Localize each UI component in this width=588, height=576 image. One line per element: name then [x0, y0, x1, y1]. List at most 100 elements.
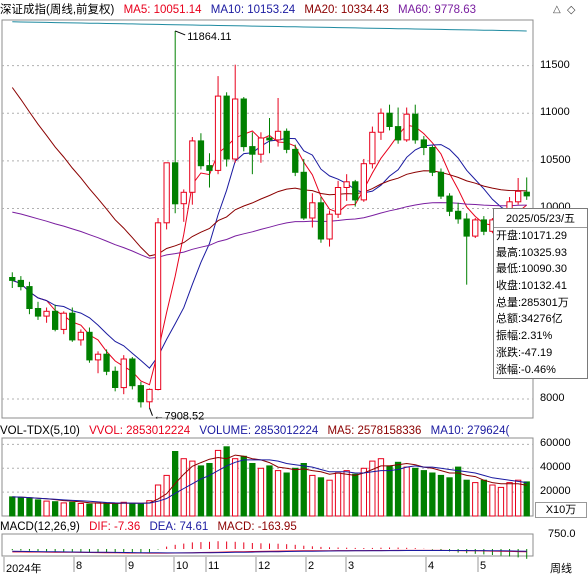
dea-readout: DEA: 74.61 — [149, 521, 209, 533]
volume-readout: VOLUME: 2853012224 — [199, 425, 319, 437]
volume-bar — [94, 502, 102, 517]
candle-body — [206, 165, 213, 171]
volume-bar — [429, 472, 436, 517]
candle-body — [9, 277, 16, 281]
candle-body — [77, 331, 84, 341]
candle-body — [274, 130, 282, 141]
candle-body — [420, 139, 428, 148]
info-row: 开盘:10171.29 — [496, 230, 567, 242]
ma60-line — [12, 202, 527, 259]
volume-bar — [317, 477, 325, 517]
info-row: 最低:10090.30 — [496, 263, 567, 276]
candle-body — [26, 286, 33, 310]
info-row: 振幅:2.31% — [496, 330, 553, 343]
volume-bar — [34, 499, 42, 517]
candle-body — [223, 95, 230, 160]
volume-bar — [360, 467, 368, 517]
candle-body — [154, 222, 162, 390]
info-row: 总量:285301万 — [496, 296, 569, 309]
candle-body — [163, 162, 170, 224]
high-label: 11864.11 — [187, 31, 231, 43]
volume-bar — [343, 470, 350, 517]
candle-body — [317, 202, 325, 240]
candle-body — [412, 113, 419, 141]
candle-body — [197, 140, 205, 167]
low-label: ←7908.52 — [153, 411, 204, 423]
volume-bar — [249, 463, 256, 517]
info-row: 收盘:10132.41 — [496, 280, 567, 293]
chart-title: 深证成指(周线,前复权) — [0, 4, 115, 16]
period-label[interactable]: 周线 — [550, 563, 572, 575]
volume-unit-label: X10万 — [535, 502, 587, 518]
x-tick-label: 10 — [176, 560, 189, 572]
high-pointer — [175, 30, 186, 36]
candle-body — [112, 370, 119, 388]
info-row: 涨幅:-0.46% — [496, 363, 556, 376]
volume-bar — [472, 482, 479, 517]
candle-body — [172, 162, 179, 205]
dif-readout: DIF: -7.36 — [89, 521, 141, 533]
volume-bar — [480, 479, 488, 517]
volume-bar — [129, 503, 136, 517]
candle-body — [326, 213, 333, 240]
volume-bar — [197, 465, 205, 517]
volume-ma10-readout: MA10: 279624( — [430, 425, 510, 437]
volume-bar — [137, 503, 144, 517]
candle-body — [17, 279, 25, 288]
volume-bar — [497, 486, 505, 517]
candle-body — [146, 388, 153, 403]
volume-bar — [103, 502, 110, 517]
candle-body — [463, 218, 470, 237]
volume-bar — [26, 497, 33, 517]
volume-bar — [86, 503, 93, 517]
volume-bar — [463, 479, 470, 517]
x-tick-label: 3 — [348, 560, 355, 572]
candle-body — [52, 310, 59, 330]
candle-body — [86, 331, 93, 361]
candle-body — [283, 130, 290, 150]
vvol-readout: VVOL: 2853012224 — [89, 425, 191, 437]
candle-body — [266, 137, 273, 141]
info-panel: 2025/05/23/五 开盘:10171.29 最高:10325.93 最低:10… — [493, 208, 588, 380]
volume-axis-label: 60000 — [540, 437, 571, 450]
candle-body — [214, 95, 222, 171]
volume-bar — [309, 474, 316, 517]
x-tick-label: 2024年 — [6, 563, 42, 575]
x-tick-label: 4 — [428, 560, 435, 572]
volume-ma5-line — [12, 454, 527, 505]
info-row: 最高:10325.93 — [496, 246, 567, 259]
volume-bar — [334, 472, 342, 517]
volume-bar — [369, 460, 376, 517]
candle-body — [189, 140, 196, 193]
volume-bar — [17, 497, 25, 517]
candle-body — [360, 163, 368, 201]
macd-panel-frame — [1, 533, 534, 557]
candle-body — [249, 146, 256, 155]
volume-bar — [326, 479, 333, 517]
candle-body — [137, 385, 144, 403]
candle-body — [480, 219, 488, 232]
price-panel-frame — [1, 19, 534, 419]
volume-bar — [274, 470, 282, 517]
price-axis-label: 11000 — [540, 106, 570, 119]
ma5-readout: MA5: 10051.14 — [123, 4, 202, 16]
volume-bar — [223, 446, 230, 517]
volume-bar — [300, 463, 307, 517]
volume-bar — [283, 472, 290, 517]
volume-bar — [214, 449, 222, 517]
diamond-icon[interactable]: ◇ — [567, 4, 576, 16]
macd-header: MACD(12,26,9) DIF: -7.36 DEA: 74.61 MACD… — [0, 518, 303, 536]
candle-body — [455, 210, 462, 220]
candle-body — [343, 181, 350, 189]
price-axis-label: 10500 — [540, 153, 571, 166]
price-axis-label: 8000 — [540, 391, 565, 404]
low-pointer — [148, 407, 153, 416]
candle-body — [292, 148, 299, 173]
up-arrow-icon[interactable]: △ — [553, 4, 561, 15]
volume-bar — [266, 465, 273, 517]
candle-body — [403, 113, 410, 141]
candle-body — [240, 98, 247, 148]
candle-body — [352, 181, 359, 201]
x-tick-label: 12 — [258, 560, 271, 572]
ma20-readout: MA20: 10334.43 — [304, 4, 389, 16]
